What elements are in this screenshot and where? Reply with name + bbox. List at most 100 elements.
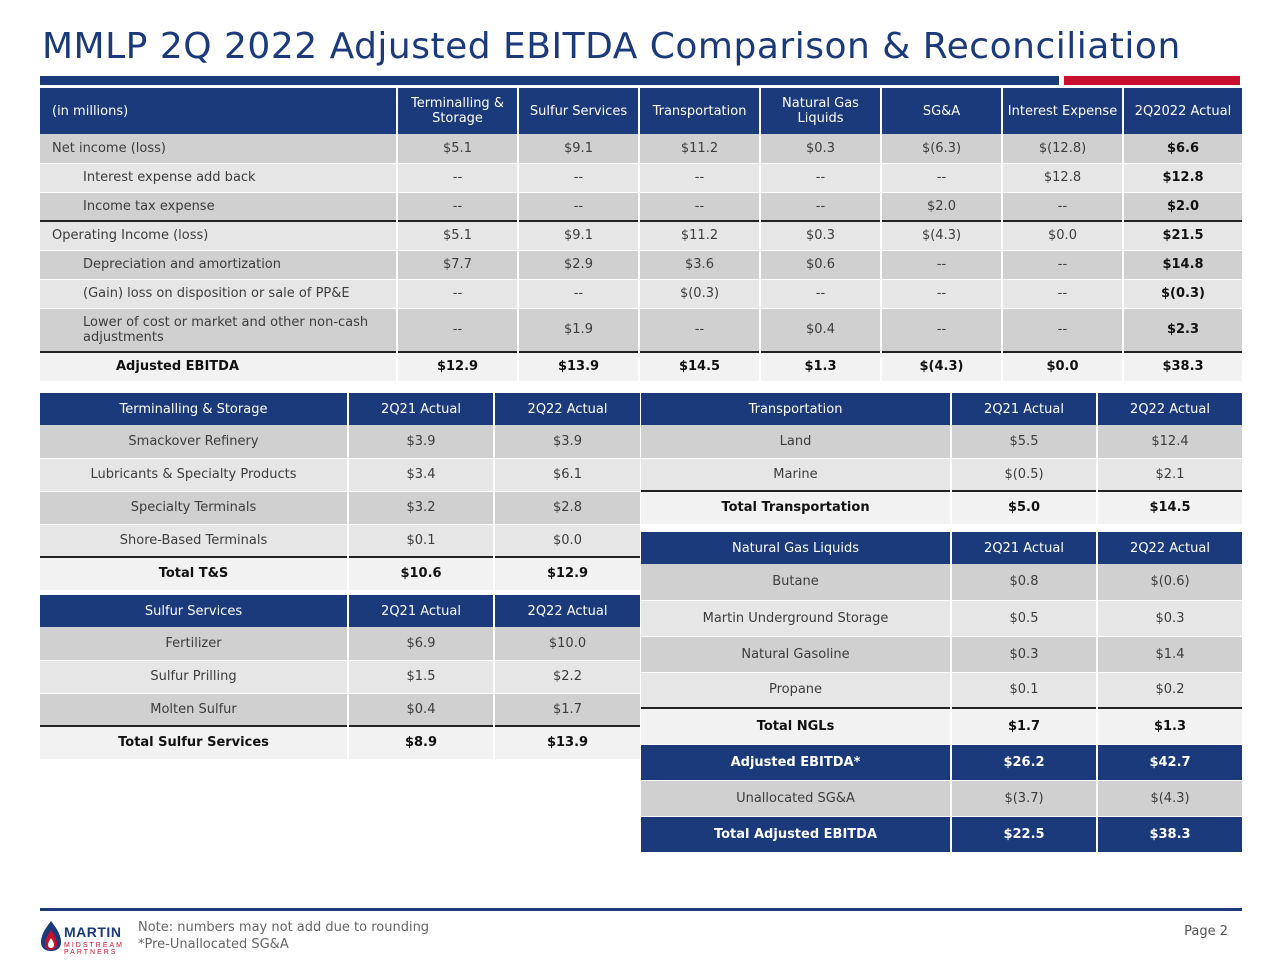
row-label: Total Sulfur Services [40, 725, 349, 760]
cell: $0.3 [760, 134, 882, 164]
cell: -- [518, 163, 640, 193]
row-label: Molten Sulfur [40, 693, 349, 727]
cell: $0.4 [760, 308, 882, 353]
cell: $1.7 [951, 707, 1098, 745]
footer-divider [40, 908, 1242, 911]
total-row: Total Sulfur Services $8.9 $13.9 [40, 725, 640, 760]
cell: -- [881, 163, 1003, 193]
cell: $2.2 [494, 660, 640, 694]
cell: $9.1 [518, 134, 640, 164]
table-row: (Gain) loss on disposition or sale of PP… [40, 279, 1242, 309]
cell: $(12.8) [1002, 134, 1124, 164]
table-header-row: Transportation 2Q21 Actual 2Q22 Actual [641, 393, 1242, 425]
row-label: Total Adjusted EBITDA [641, 816, 952, 853]
cell: $6.9 [348, 627, 495, 661]
cell: -- [760, 192, 882, 222]
table-row: Natural Gasoline $0.3 $1.4 [641, 636, 1242, 673]
cell: $1.7 [494, 693, 640, 727]
row-label: Propane [641, 672, 952, 709]
cell: $0.0 [1002, 220, 1124, 251]
cell: $1.9 [518, 308, 640, 353]
cell: -- [760, 279, 882, 309]
cell-total: $6.6 [1123, 134, 1242, 164]
row-label: Marine [641, 458, 952, 492]
table-row: Operating Income (loss) $5.1 $9.1 $11.2 … [40, 220, 1242, 251]
cell: $12.4 [1097, 425, 1242, 459]
row-label: Operating Income (loss) [40, 220, 398, 251]
cell: -- [639, 192, 761, 222]
header-segment: Transportation [641, 393, 952, 425]
company-logo: MARTIN MIDSTREAM PARTNERS [40, 918, 132, 956]
cell: -- [397, 192, 519, 222]
cell: -- [1002, 279, 1124, 309]
table-row: Land $5.5 $12.4 [641, 425, 1242, 459]
table-header-row: Natural Gas Liquids 2Q21 Actual 2Q22 Act… [641, 532, 1242, 564]
table-row: Depreciation and amortization $7.7 $2.9 … [40, 250, 1242, 280]
reconciliation-header-row: (in millions) Terminalling & Storage Sul… [40, 88, 1242, 134]
cell: $2.1 [1097, 458, 1242, 492]
cell: $5.1 [397, 220, 519, 251]
cell-total: $21.5 [1123, 220, 1242, 251]
header-2q22: 2Q22 Actual [494, 393, 640, 425]
cell: $13.9 [518, 351, 640, 382]
cell: $6.1 [494, 458, 640, 492]
table-row: Shore-Based Terminals $0.1 $0.0 [40, 524, 640, 558]
title-underline-blue [40, 76, 1059, 85]
header-segment: Natural Gas Liquids [641, 532, 952, 564]
cell: $(6.3) [881, 134, 1003, 164]
row-label: Depreciation and amortization [40, 250, 398, 280]
cell: $14.5 [1097, 490, 1242, 525]
cell-total: $2.3 [1123, 308, 1242, 353]
cell: $0.0 [1002, 351, 1124, 382]
row-label: Land [641, 425, 952, 459]
header-interest-expense: Interest Expense [1002, 88, 1124, 134]
cell-total: $2.0 [1123, 192, 1242, 222]
cell: $(4.3) [1097, 780, 1242, 817]
table-header-row: Sulfur Services 2Q21 Actual 2Q22 Actual [40, 595, 640, 627]
cell: -- [1002, 308, 1124, 353]
header-segment: Sulfur Services [40, 595, 349, 627]
footnote: Note: numbers may not add due to roundin… [138, 919, 429, 953]
cell: $0.6 [760, 250, 882, 280]
sulfur-services-table: Sulfur Services 2Q21 Actual 2Q22 Actual … [40, 595, 640, 760]
cell: $0.0 [494, 524, 640, 558]
table-row: Fertilizer $6.9 $10.0 [40, 627, 640, 661]
cell: $11.2 [639, 134, 761, 164]
cell: $0.3 [760, 220, 882, 251]
cell-total: $14.8 [1123, 250, 1242, 280]
total-row: Total Transportation $5.0 $14.5 [641, 490, 1242, 525]
cell: $2.9 [518, 250, 640, 280]
flame-icon [41, 921, 61, 951]
cell: $14.5 [639, 351, 761, 382]
cell: $3.9 [494, 425, 640, 459]
adjusted-ebitda-row: Adjusted EBITDA $12.9 $13.9 $14.5 $1.3 $… [40, 351, 1242, 382]
cell: $12.9 [397, 351, 519, 382]
row-label: Income tax expense [40, 192, 398, 222]
row-label: Shore-Based Terminals [40, 524, 349, 558]
cell: $2.8 [494, 491, 640, 525]
page-title: MMLP 2Q 2022 Adjusted EBITDA Comparison … [42, 26, 1181, 67]
cell: $10.6 [348, 556, 495, 591]
cell: $5.0 [951, 490, 1098, 525]
cell: $(0.3) [639, 279, 761, 309]
row-label: (Gain) loss on disposition or sale of PP… [40, 279, 398, 309]
row-label: Martin Underground Storage [641, 600, 952, 637]
cell: $11.2 [639, 220, 761, 251]
header-natural-gas-liquids: Natural Gas Liquids [760, 88, 882, 134]
footnote-unallocated: *Pre-Unallocated SG&A [138, 937, 289, 952]
unallocated-sga-row: Unallocated SG&A $(3.7) $(4.3) [641, 780, 1242, 817]
row-label: Butane [641, 564, 952, 601]
row-label: Total NGLs [641, 707, 952, 745]
cell: $22.5 [951, 816, 1098, 853]
cell: $1.5 [348, 660, 495, 694]
cell: -- [881, 279, 1003, 309]
table-row: Martin Underground Storage $0.5 $0.3 [641, 600, 1242, 637]
table-header-row: Terminalling & Storage 2Q21 Actual 2Q22 … [40, 393, 640, 425]
cell: -- [881, 308, 1003, 353]
total-row: Total NGLs $1.7 $1.3 [641, 707, 1242, 745]
row-label: Sulfur Prilling [40, 660, 349, 694]
row-label: Net income (loss) [40, 134, 398, 164]
row-label: Total Transportation [641, 490, 952, 525]
cell: $42.7 [1097, 744, 1242, 781]
cell: -- [881, 250, 1003, 280]
